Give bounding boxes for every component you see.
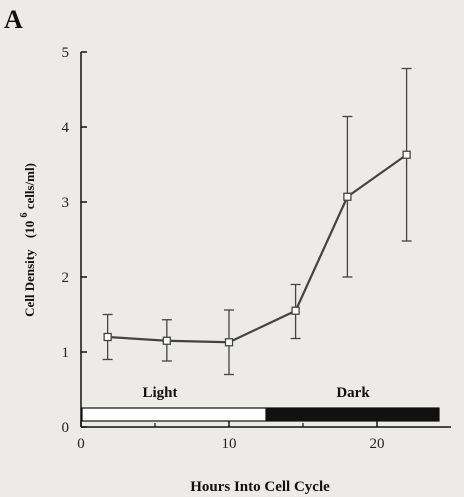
data-point xyxy=(343,192,352,201)
data-point xyxy=(162,336,171,345)
y-tick-label: 0 xyxy=(62,420,70,436)
data-point xyxy=(402,150,411,159)
x-tick-label: 10 xyxy=(222,436,237,452)
plot-area: 0 1 2 3 4 5 0 10 20 Light Dark xyxy=(62,45,451,452)
data-point xyxy=(291,306,300,315)
y-tick-label: 5 xyxy=(62,45,70,61)
y-axis-title-superscript: 6 xyxy=(19,213,30,218)
data-point xyxy=(103,332,112,342)
x-tick-label: 0 xyxy=(77,436,85,452)
y-tick-label: 3 xyxy=(62,195,70,211)
series-line xyxy=(107,153,408,344)
y-tick-label: 2 xyxy=(62,270,70,286)
y-axis-title-unit: cells/ml) xyxy=(22,163,37,209)
y-axis-title-prefix: Cell Density xyxy=(22,249,37,317)
y-axis-title: Cell Density (10 6 cells/ml) xyxy=(15,163,37,317)
band-light xyxy=(81,407,267,422)
y-axis-title-open: (10 xyxy=(22,221,37,238)
y-tick-label: 4 xyxy=(62,120,70,136)
band-label-dark: Dark xyxy=(336,385,370,401)
data-point xyxy=(224,338,234,347)
band-label-light: Light xyxy=(142,385,177,401)
x-axis-title: Hours Into Cell Cycle xyxy=(190,479,330,495)
band-dark xyxy=(266,407,440,422)
y-tick-label: 1 xyxy=(62,345,70,361)
panel-letter: A xyxy=(4,5,23,34)
x-tick-label: 20 xyxy=(370,436,385,452)
